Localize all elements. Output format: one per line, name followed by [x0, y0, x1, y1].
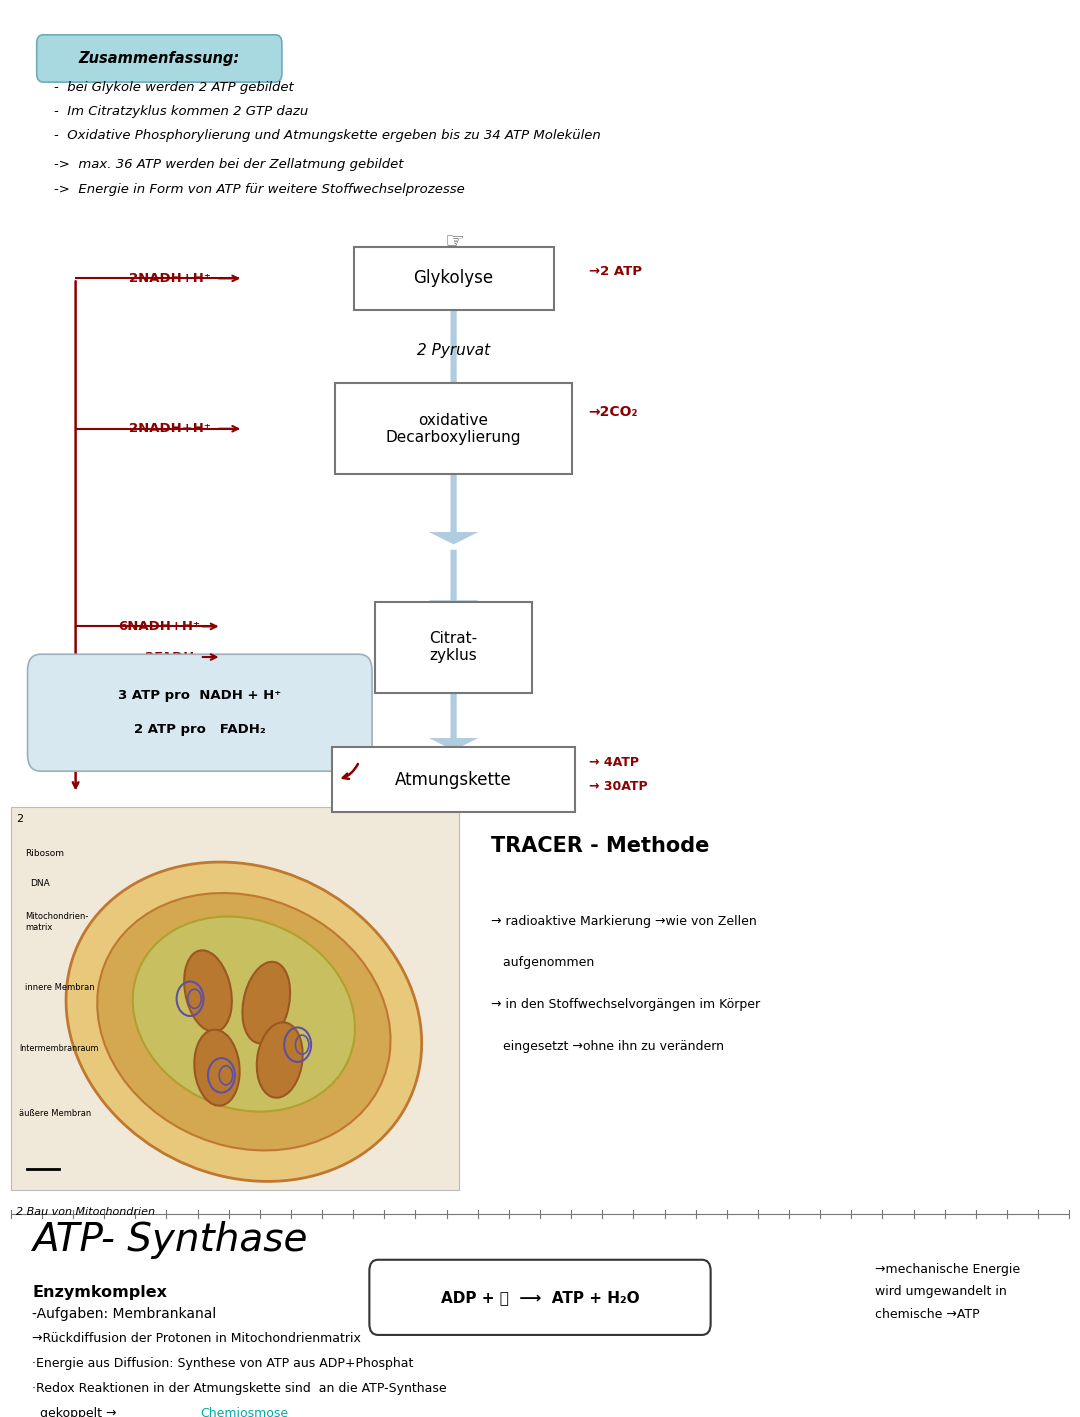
FancyBboxPatch shape [37, 35, 282, 82]
Text: gekoppelt →: gekoppelt → [32, 1407, 117, 1417]
Text: TRACER - Methode: TRACER - Methode [491, 836, 710, 856]
Text: Citrat-
zyklus: Citrat- zyklus [430, 631, 477, 663]
Text: Atmungskette: Atmungskette [395, 771, 512, 788]
Ellipse shape [66, 862, 421, 1182]
Text: wird umgewandelt in: wird umgewandelt in [875, 1285, 1007, 1298]
Text: 2NADH+H⁺: 2NADH+H⁺ [129, 272, 211, 285]
FancyBboxPatch shape [354, 247, 554, 310]
Text: oxidative
Decarboxylierung: oxidative Decarboxylierung [386, 412, 522, 445]
Text: 2NADH+H⁺: 2NADH+H⁺ [129, 422, 211, 435]
Text: eingesetzt →ohne ihn zu verändern: eingesetzt →ohne ihn zu verändern [491, 1040, 725, 1053]
FancyBboxPatch shape [335, 384, 572, 473]
Text: Glykolyse: Glykolyse [414, 269, 494, 288]
Text: aufgenommen: aufgenommen [491, 956, 595, 969]
Text: -  bei Glykole werden 2 ATP gebildet: - bei Glykole werden 2 ATP gebildet [54, 81, 294, 94]
Text: →mechanische Energie: →mechanische Energie [875, 1263, 1020, 1275]
Text: chemische →ATP: chemische →ATP [875, 1308, 980, 1321]
Text: → in den Stoffwechselvorgängen im Körper: → in den Stoffwechselvorgängen im Körper [491, 998, 760, 1012]
FancyBboxPatch shape [333, 747, 576, 812]
Text: DNA: DNA [30, 880, 50, 888]
FancyBboxPatch shape [369, 1260, 711, 1335]
Text: äußere Membran: äußere Membran [19, 1110, 92, 1118]
Text: 2 Pyruvat: 2 Pyruvat [417, 343, 490, 359]
Text: 2 ATP pro   FADH₂: 2 ATP pro FADH₂ [134, 723, 266, 735]
Text: Mitochondrien-
matrix: Mitochondrien- matrix [25, 913, 89, 932]
Text: ADP + Ⓟ  ⟶  ATP + H₂O: ADP + Ⓟ ⟶ ATP + H₂O [441, 1289, 639, 1305]
Text: Chemiosmose: Chemiosmose [200, 1407, 288, 1417]
Text: -  Oxidative Phosphorylierung und Atmungskette ergeben bis zu 34 ATP Molekülen: - Oxidative Phosphorylierung und Atmungs… [54, 129, 600, 142]
Ellipse shape [97, 893, 391, 1151]
Text: 6NADH+H⁺: 6NADH+H⁺ [118, 619, 200, 633]
Text: →2CO₂: →2CO₂ [589, 405, 638, 419]
Text: ->  Energie in Form von ATP für weitere Stoffwechselprozesse: -> Energie in Form von ATP für weitere S… [54, 183, 464, 196]
Text: → 4ATP: → 4ATP [589, 757, 638, 769]
Text: 2FADH₂: 2FADH₂ [145, 650, 200, 663]
Text: ->  max. 36 ATP werden bei der Zellatmung gebildet: -> max. 36 ATP werden bei der Zellatmung… [54, 157, 404, 171]
Ellipse shape [133, 917, 355, 1111]
FancyBboxPatch shape [28, 655, 373, 771]
FancyBboxPatch shape [11, 808, 459, 1190]
Text: -Aufgaben: Membrankanal: -Aufgaben: Membrankanal [32, 1306, 217, 1321]
Text: ATP- Synthase: ATP- Synthase [32, 1221, 308, 1258]
Text: ·Energie aus Diffusion: Synthese von ATP aus ADP+Phosphat: ·Energie aus Diffusion: Synthese von ATP… [32, 1357, 414, 1370]
Text: 3 ATP pro  NADH + H⁺: 3 ATP pro NADH + H⁺ [118, 690, 282, 703]
Ellipse shape [242, 962, 291, 1043]
FancyBboxPatch shape [376, 602, 531, 693]
Ellipse shape [185, 951, 232, 1032]
Text: ☞: ☞ [444, 232, 463, 252]
Text: →Rückdiffusion der Protonen in Mitochondrienmatrix: →Rückdiffusion der Protonen in Mitochond… [32, 1332, 362, 1345]
Text: 2 Bau von Mitochondrien: 2 Bau von Mitochondrien [16, 1207, 156, 1217]
Text: → 30ATP: → 30ATP [589, 779, 647, 794]
Text: Intermembranraum: Intermembranraum [19, 1044, 99, 1053]
Text: 2: 2 [16, 815, 24, 825]
Text: Enzymkomplex: Enzymkomplex [32, 1285, 167, 1299]
Text: innere Membran: innere Membran [25, 983, 94, 992]
Text: →2 ATP: →2 ATP [589, 265, 642, 278]
Text: Zusammenfassung:: Zusammenfassung: [79, 51, 240, 67]
Ellipse shape [194, 1030, 240, 1105]
Text: ·Redox Reaktionen in der Atmungskette sind  an die ATP-Synthase: ·Redox Reaktionen in der Atmungskette si… [32, 1382, 447, 1396]
Text: Ribosom: Ribosom [25, 849, 64, 857]
Text: -  Im Citratzyklus kommen 2 GTP dazu: - Im Citratzyklus kommen 2 GTP dazu [54, 105, 308, 118]
Ellipse shape [257, 1022, 302, 1098]
Text: → radioaktive Markierung →wie von Zellen: → radioaktive Markierung →wie von Zellen [491, 914, 757, 928]
